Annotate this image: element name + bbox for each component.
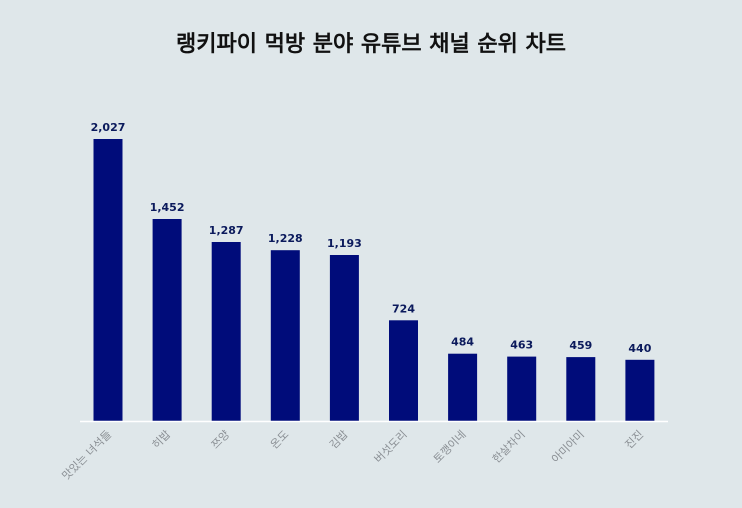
- category-label-4: 온도: [268, 428, 292, 452]
- bar-5: [329, 255, 359, 421]
- value-label-3: 1,287: [209, 224, 244, 237]
- category-label-10: 진진: [623, 428, 647, 452]
- value-label-8: 463: [510, 339, 533, 352]
- bar-4: [270, 250, 300, 421]
- category-label-8: 한살차이: [490, 428, 528, 466]
- value-label-7: 484: [451, 336, 474, 349]
- bar-10: [625, 359, 655, 421]
- bar-1: [93, 139, 123, 421]
- category-label-3: 쯔양: [209, 428, 233, 452]
- bar-6: [389, 320, 418, 421]
- category-label-7: 토깽이네: [431, 428, 469, 466]
- category-label-1: 맛있는 녀석들: [60, 428, 115, 483]
- bar-9: [566, 357, 596, 421]
- value-label-1: 2,027: [91, 121, 126, 134]
- value-label-10: 440: [628, 342, 651, 355]
- category-label-9: 아미아미: [549, 428, 587, 466]
- value-label-4: 1,228: [268, 232, 303, 245]
- value-label-9: 459: [569, 339, 592, 352]
- value-label-2: 1,452: [150, 201, 185, 214]
- bar-2: [152, 219, 182, 421]
- value-label-5: 1,193: [327, 237, 362, 250]
- value-label-6: 724: [392, 302, 415, 315]
- category-label-2: 히밥: [149, 427, 173, 451]
- category-label-5: 김밥: [327, 428, 351, 452]
- chart-title: 랭키파이 먹방 분야 유튜브 채널 순위 차트: [175, 32, 567, 57]
- bar-3: [211, 242, 241, 421]
- bar-7: [448, 353, 478, 421]
- category-label-6: 버섯도리: [372, 428, 410, 466]
- bar-8: [507, 356, 537, 421]
